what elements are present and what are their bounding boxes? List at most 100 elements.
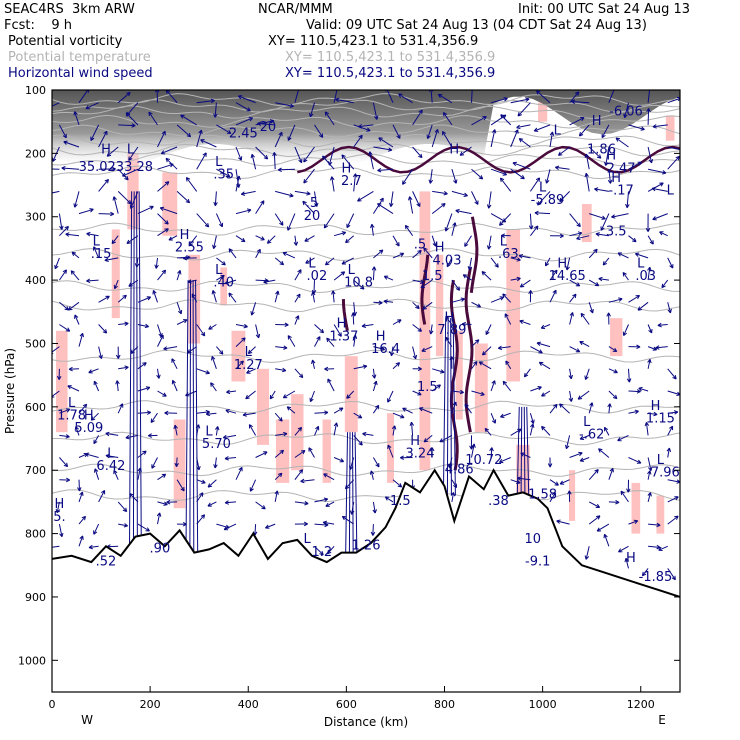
- theta-contour: [52, 165, 680, 180]
- pv-shade-region: [610, 318, 623, 357]
- wind-vector: [603, 533, 610, 547]
- wind-vector: [235, 117, 253, 126]
- wind-vector: [93, 380, 100, 392]
- wind-vector: [516, 124, 531, 130]
- theta-contour: [52, 400, 680, 414]
- wind-vector: [98, 295, 110, 303]
- wind-vector: [294, 521, 308, 527]
- wind-vector: [293, 235, 299, 246]
- wind-vector: [106, 146, 119, 157]
- wind-vector: [423, 247, 433, 259]
- pv-shade-region: [435, 254, 444, 357]
- contour-label: 1.5: [422, 269, 443, 284]
- wind-vector: [333, 271, 346, 281]
- contour-label: 1.5: [390, 494, 411, 509]
- wind-vector: [645, 213, 651, 232]
- field-name-wind: Horizontal wind speed: [8, 66, 153, 81]
- x-axis-west-label: W: [81, 713, 93, 727]
- contour-label: L: [68, 396, 76, 411]
- wind-vector: [164, 410, 178, 416]
- wind-vector: [481, 271, 492, 281]
- contour-label: L: [583, 415, 591, 430]
- field-xy-wind: XY= 110.5,423.1 to 531.4,356.9: [285, 66, 496, 81]
- wind-vector: [235, 466, 243, 480]
- contour-labels: L1.78H5.09L6.42H5..52.90H35.0233.28LH2.5…: [53, 104, 680, 585]
- wind-vector: [530, 225, 539, 237]
- wind-vector: [156, 512, 162, 525]
- wind-vector: [196, 129, 203, 148]
- wind-vector: [185, 280, 189, 572]
- x-tick-label: 400: [238, 698, 259, 711]
- contour-label: 5.70: [202, 437, 231, 452]
- wind-vector: [384, 496, 394, 503]
- valid-time-label: Valid: 09 UTC Sat 24 Aug 13 (04 CDT Sat …: [306, 18, 647, 33]
- wind-vector: [118, 321, 129, 327]
- wind-vector: [505, 360, 512, 370]
- wind-vector: [648, 544, 661, 550]
- wind-vector: [58, 523, 64, 538]
- wind-vector: [510, 257, 521, 262]
- wind-vector: [157, 269, 167, 281]
- wind-vector: [444, 213, 453, 232]
- wind-vector: [322, 520, 335, 526]
- wind-vector: [647, 457, 653, 472]
- plot-area: L1.78H5.09L6.42H5..52.90H35.0233.28LH2.5…: [52, 90, 680, 692]
- wind-vector: [372, 501, 377, 514]
- wind-vector: [303, 146, 315, 163]
- contour-label: L: [107, 447, 115, 462]
- wind-vector: [607, 403, 612, 414]
- contour-label: 1.15: [646, 412, 675, 427]
- wind-vector: [309, 390, 315, 403]
- wind-vector: [536, 341, 551, 348]
- wind-vector: [608, 297, 623, 303]
- wind-vector: [196, 324, 206, 337]
- wind-vector: [559, 191, 570, 203]
- pv-shade-region: [665, 115, 675, 141]
- wind-vector: [341, 257, 354, 265]
- wind-vector: [372, 380, 378, 392]
- wind-vector: [294, 368, 304, 379]
- wind-vector: [282, 390, 296, 399]
- theta-contour: [52, 248, 680, 262]
- wind-vector: [341, 515, 354, 525]
- x-axis-east-label: E: [658, 713, 666, 727]
- wind-vector: [148, 111, 158, 126]
- wind-vector: [157, 130, 166, 148]
- theta-contour: [52, 298, 680, 313]
- wind-vector: [412, 191, 421, 207]
- contour-label: L: [500, 234, 508, 249]
- wind-vector: [157, 181, 170, 192]
- wind-vector: [137, 362, 147, 370]
- wind-vector: [608, 499, 620, 505]
- wind-vector: [451, 297, 465, 303]
- wind-vector: [490, 168, 508, 176]
- wind-vector: [235, 337, 246, 347]
- wind-vector: [228, 292, 237, 303]
- wind-vector: [304, 235, 315, 242]
- wind-vector: [88, 368, 99, 374]
- wind-vector: [163, 346, 178, 351]
- wind-vector: [623, 102, 629, 119]
- wind-vector: [176, 124, 192, 138]
- wind-vector: [588, 402, 594, 414]
- wind-vector: [294, 315, 300, 325]
- contour-label: L: [127, 142, 135, 157]
- wind-vector: [341, 154, 355, 170]
- wind-vector: [392, 252, 405, 259]
- wind-vector: [282, 251, 296, 259]
- wind-vector: [392, 235, 400, 247]
- wind-vector: [207, 501, 217, 507]
- wind-vector: [486, 191, 492, 209]
- wind-vector: [628, 235, 637, 243]
- theta-contour: [52, 105, 680, 120]
- wind-vector: [327, 378, 335, 392]
- wind-vector: [626, 479, 631, 493]
- wind-vector: [56, 368, 62, 380]
- wind-vector: [369, 470, 375, 480]
- wind-vector: [584, 546, 590, 560]
- wind-vector: [138, 191, 142, 566]
- wind-vector: [556, 519, 570, 525]
- wind-vector: [58, 213, 64, 230]
- wind-vector: [147, 433, 158, 438]
- wind-vector: [606, 312, 611, 325]
